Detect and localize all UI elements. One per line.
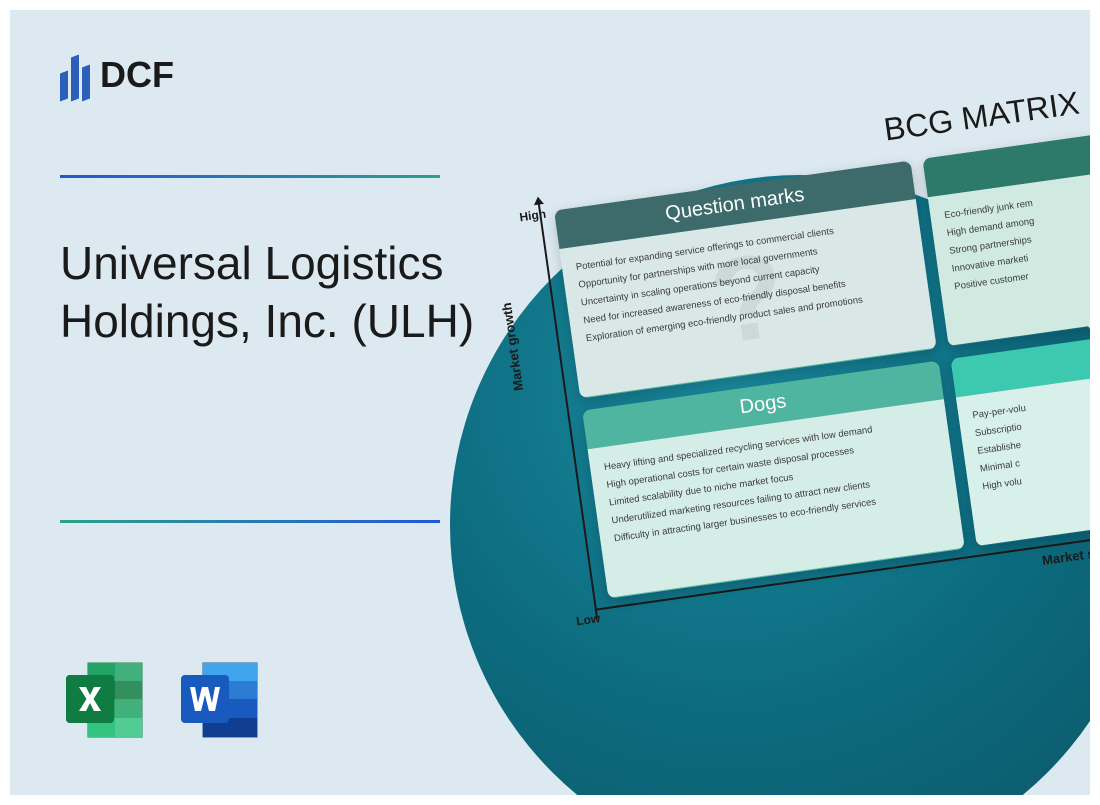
- main-canvas: DCF Universal Logistics Holdings, Inc. (…: [10, 10, 1090, 795]
- logo-text: DCF: [100, 54, 174, 96]
- divider-top: [60, 175, 440, 178]
- dcf-logo: DCF: [60, 50, 174, 100]
- y-axis-high-label: High: [519, 207, 547, 225]
- page-title: Universal Logistics Holdings, Inc. (ULH): [60, 235, 480, 350]
- divider-bottom: [60, 520, 440, 523]
- quadrant-items: Eco-friendly junk rem High demand among …: [943, 186, 1090, 297]
- file-icons: [60, 655, 265, 745]
- quadrant-items: Pay-per-volu Subscriptio Establishe Mini…: [971, 386, 1090, 497]
- excel-icon: [60, 655, 150, 745]
- bcg-matrix: BCG MATRIX High Low Market growth Market…: [502, 79, 1090, 605]
- logo-bars-icon: [60, 50, 90, 100]
- quadrant-cash-cows: Pay-per-volu Subscriptio Establishe Mini…: [950, 334, 1090, 547]
- word-icon: [175, 655, 265, 745]
- quadrant-stars: Eco-friendly junk rem High demand among …: [922, 134, 1090, 347]
- quadrant-question-marks: Question marks ? Potential for expanding…: [554, 160, 937, 398]
